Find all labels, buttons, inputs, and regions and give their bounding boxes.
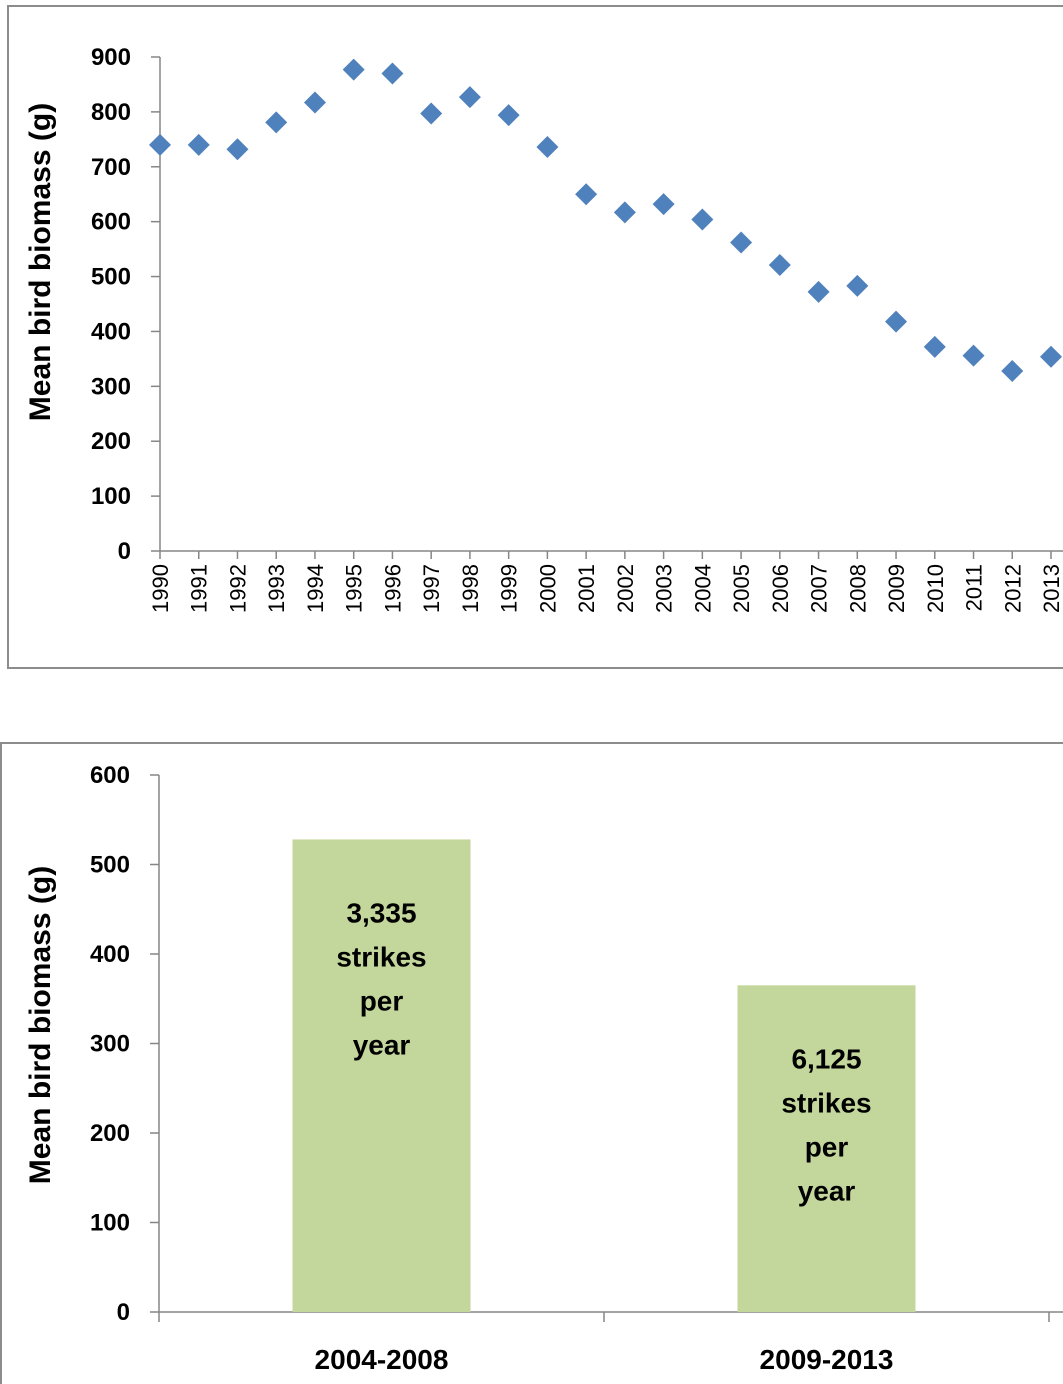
scatter-y-tick-label: 400 <box>91 318 131 345</box>
scatter-x-tick-label: 2006 <box>768 564 793 613</box>
scatter-point <box>1040 345 1062 368</box>
scatter-x-tick-label: 1997 <box>419 564 444 613</box>
scatter-x-tick-label: 2011 <box>962 564 987 611</box>
scatter-point <box>768 254 791 277</box>
scatter-x-tick-label: 2012 <box>1000 564 1025 613</box>
scatter-y-ticks: 0 100 200 300 400 500 600 700 800 900 <box>91 44 160 565</box>
scatter-x-tick-label: 2005 <box>729 564 754 613</box>
bar-y-tick-label: 500 <box>90 852 130 879</box>
scatter-x-tick-label: 1991 <box>187 564 212 613</box>
scatter-point <box>613 201 636 224</box>
scatter-point <box>652 193 675 216</box>
scatter-point <box>265 111 288 134</box>
bar-category-label: 2004-2008 <box>315 1344 449 1375</box>
scatter-x-tick-label: 2008 <box>845 564 870 613</box>
bar-data-label-line: per <box>360 985 404 1016</box>
scatter-y-tick-label: 500 <box>91 264 131 291</box>
bar-data-label-line: year <box>353 1029 411 1060</box>
scatter-x-tick-label: 1992 <box>225 564 250 613</box>
bar-data-label-line: 6,125 <box>791 1043 861 1074</box>
scatter-x-tick-label: 2009 <box>884 564 909 613</box>
scatter-point <box>575 183 598 206</box>
scatter-points <box>149 58 1062 382</box>
scatter-y-axis-title: Mean bird biomass (g) <box>24 103 57 421</box>
scatter-point <box>962 344 985 367</box>
bar-y-tick-label: 100 <box>90 1210 130 1237</box>
scatter-x-tick-label: 2002 <box>613 564 638 613</box>
scatter-point <box>458 86 481 109</box>
scatter-x-tick-label: 1990 <box>148 564 173 613</box>
scatter-y-tick-label: 800 <box>91 99 131 126</box>
scatter-point <box>420 102 443 125</box>
scatter-point <box>303 91 326 114</box>
scatter-point <box>807 280 830 303</box>
scatter-point <box>149 133 171 156</box>
scatter-x-tick-label: 2013 <box>1039 564 1063 613</box>
bar-y-tick-label: 300 <box>90 1031 130 1058</box>
scatter-point <box>730 231 753 254</box>
scatter-x-tick-label: 2000 <box>535 564 560 613</box>
bar <box>737 985 916 1312</box>
scatter-x-tick-label: 2001 <box>574 564 599 613</box>
scatter-x-tick-label: 1996 <box>380 564 405 613</box>
scatter-y-tick-label: 900 <box>91 44 131 71</box>
scatter-point <box>536 136 559 159</box>
scatter-x-tick-label: 2010 <box>923 564 948 613</box>
scatter-point <box>497 104 520 127</box>
scatter-y-tick-label: 300 <box>91 373 131 400</box>
scatter-y-tick-label: 0 <box>118 538 131 565</box>
scatter-point <box>381 62 404 85</box>
bar-data-label: 3,335 strikes per year <box>336 897 426 1060</box>
bar-data-label-line: 3,335 <box>346 897 416 928</box>
scatter-x-ticks: 1990 1991 1992 1993 1994 1995 1996 1997 1998 1999… <box>148 551 1063 613</box>
bar-x-categories: 2004-2008 2009-2013 <box>158 1312 1050 1375</box>
bar-data-label-line: year <box>798 1175 856 1206</box>
bar-data-label: 6,125 strikes per year <box>781 1043 871 1206</box>
scatter-y-tick-label: 100 <box>91 483 131 510</box>
scatter-chart-border <box>7 5 1063 669</box>
scatter-x-tick-label: 2004 <box>690 564 715 613</box>
scatter-point <box>226 138 249 161</box>
scatter-point <box>885 310 908 333</box>
bar-category-label: 2009-2013 <box>760 1344 894 1375</box>
scatter-x-tick-label: 2003 <box>652 564 677 613</box>
scatter-x-tick-label: 1994 <box>303 564 328 613</box>
scatter-point <box>342 58 365 81</box>
scatter-x-tick-label: 1993 <box>264 564 289 613</box>
scatter-x-tick-label: 1998 <box>458 564 483 613</box>
bar-y-tick-label: 600 <box>90 762 130 789</box>
bar-y-axis-title: Mean bird biomass (g) <box>24 866 57 1184</box>
bar-y-tick-label: 400 <box>90 941 130 968</box>
bar-data-label-line: strikes <box>336 941 426 972</box>
scatter-y-tick-label: 200 <box>91 428 131 455</box>
bar-y-tick-label: 0 <box>117 1299 130 1326</box>
bar-y-ticks: 0 100 200 300 400 500 600 <box>90 762 159 1326</box>
scatter-x-tick-label: 1995 <box>342 564 367 613</box>
scatter-point <box>187 133 210 156</box>
bar-bars: 3,335 strikes per year 6,125 strikes per year <box>292 839 916 1312</box>
bar <box>292 839 471 1312</box>
scatter-x-tick-label: 2007 <box>807 564 832 613</box>
scatter-x-tick-label: 1999 <box>497 564 522 613</box>
bar-y-tick-label: 200 <box>90 1120 130 1147</box>
scatter-point <box>1001 359 1024 382</box>
scatter-point <box>846 274 869 297</box>
scatter-y-tick-label: 600 <box>91 209 131 236</box>
bar-data-label-line: strikes <box>781 1087 871 1118</box>
scatter-y-tick-label: 700 <box>91 154 131 181</box>
scatter-point <box>923 335 946 358</box>
scatter-point <box>691 208 714 231</box>
bar-data-label-line: per <box>805 1131 849 1162</box>
